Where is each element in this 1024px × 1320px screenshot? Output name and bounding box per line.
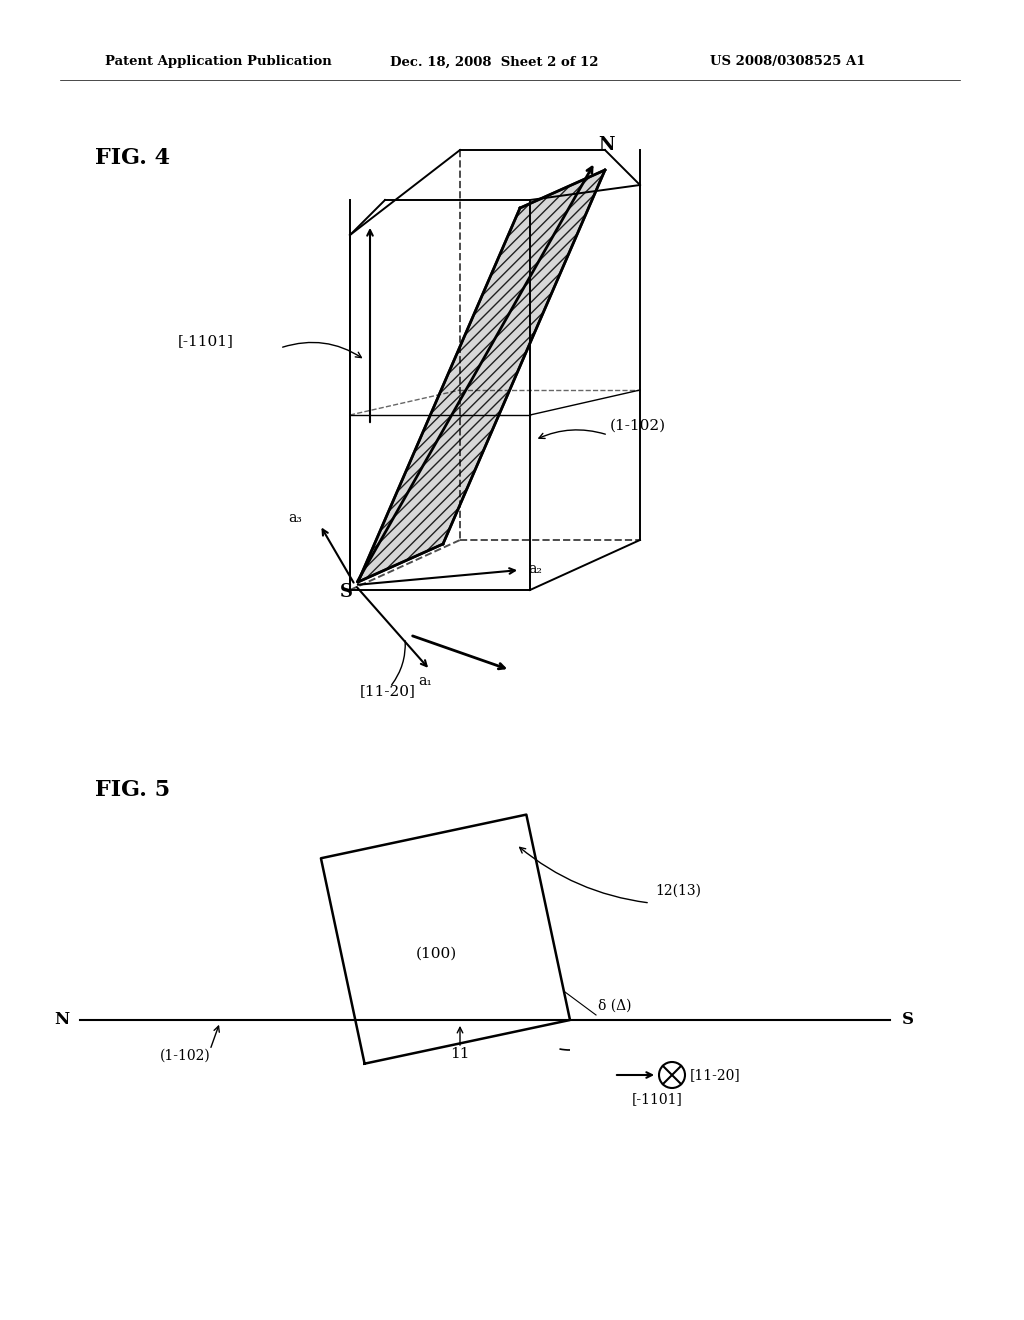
Text: 11: 11: [451, 1047, 470, 1061]
Text: FIG. 5: FIG. 5: [95, 779, 170, 801]
Text: [11-20]: [11-20]: [690, 1068, 740, 1082]
Text: [11-20]: [11-20]: [360, 684, 416, 698]
Text: Dec. 18, 2008  Sheet 2 of 12: Dec. 18, 2008 Sheet 2 of 12: [390, 55, 598, 69]
Text: S: S: [340, 583, 353, 601]
Text: Patent Application Publication: Patent Application Publication: [105, 55, 332, 69]
Text: a₃: a₃: [288, 511, 302, 525]
Text: US 2008/0308525 A1: US 2008/0308525 A1: [710, 55, 865, 69]
Text: (1-102): (1-102): [160, 1049, 210, 1063]
Text: N: N: [598, 136, 614, 154]
Text: [-1101]: [-1101]: [632, 1092, 682, 1106]
Text: S: S: [902, 1011, 914, 1028]
Text: [-1101]: [-1101]: [178, 334, 233, 348]
Text: N: N: [54, 1011, 70, 1028]
Text: a₁: a₁: [418, 675, 432, 688]
Text: a₂: a₂: [528, 562, 542, 576]
Text: (100): (100): [416, 948, 457, 961]
Text: FIG. 4: FIG. 4: [95, 147, 170, 169]
Text: δ (Δ): δ (Δ): [598, 999, 632, 1012]
Text: (1-102): (1-102): [610, 418, 667, 433]
Polygon shape: [358, 170, 605, 582]
Text: 12(13): 12(13): [655, 884, 701, 898]
